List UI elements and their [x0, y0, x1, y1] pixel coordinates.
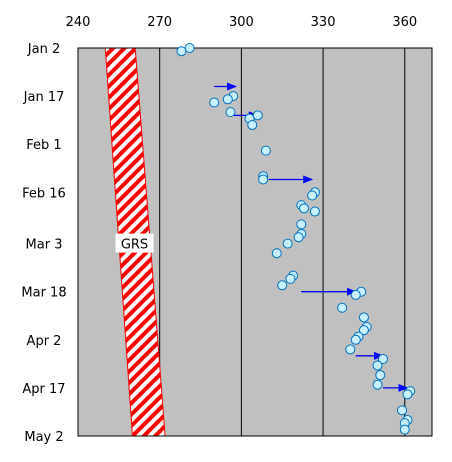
- y-tick-label: Mar 18: [21, 286, 66, 301]
- data-point: [345, 344, 356, 355]
- data-point: [277, 280, 288, 291]
- data-point: [397, 405, 408, 416]
- plot-border: [77, 47, 433, 437]
- data-point: [309, 206, 320, 217]
- y-tick-label: Jan 2: [27, 42, 60, 57]
- data-point: [402, 389, 413, 400]
- data-point: [375, 370, 386, 381]
- grs-label: GRS: [121, 238, 148, 253]
- y-tick-label: Apr 17: [22, 382, 65, 397]
- data-point: [258, 174, 269, 185]
- data-point: [271, 248, 282, 259]
- data-point: [299, 203, 310, 214]
- y-tick-label: Feb 16: [22, 186, 66, 201]
- data-point: [350, 289, 361, 300]
- data-point: [247, 119, 258, 130]
- data-point: [350, 334, 361, 345]
- data-point: [285, 273, 296, 284]
- data-point: [252, 110, 263, 121]
- data-point: [377, 354, 388, 365]
- data-point: [296, 219, 307, 230]
- data-point: [307, 190, 318, 201]
- data-point: [372, 360, 383, 371]
- y-tick-label: Apr 2: [27, 334, 62, 349]
- data-point: [176, 46, 187, 57]
- data-point: [372, 379, 383, 390]
- data-point: [260, 145, 271, 156]
- data-point: [209, 97, 220, 108]
- data-point: [184, 43, 195, 53]
- y-tick-label: Mar 3: [26, 238, 63, 253]
- data-point: [282, 238, 293, 249]
- grs-label-background: [115, 233, 154, 253]
- x-tick-label: 270: [147, 15, 172, 30]
- y-tick-label: Jan 17: [23, 90, 65, 105]
- x-tick-label: 330: [311, 15, 336, 30]
- data-point: [222, 94, 233, 105]
- data-point: [225, 107, 236, 118]
- data-point: [293, 232, 304, 243]
- data-point: [358, 312, 369, 323]
- y-tick-label: Feb 1: [26, 138, 61, 153]
- y-tick-label: May 2: [24, 430, 63, 445]
- data-point: [399, 424, 410, 435]
- x-tick-label: 300: [229, 15, 254, 30]
- x-tick-label: 240: [66, 15, 91, 30]
- data-point: [358, 325, 369, 336]
- data-point: [337, 302, 348, 313]
- x-tick-label: 360: [392, 15, 417, 30]
